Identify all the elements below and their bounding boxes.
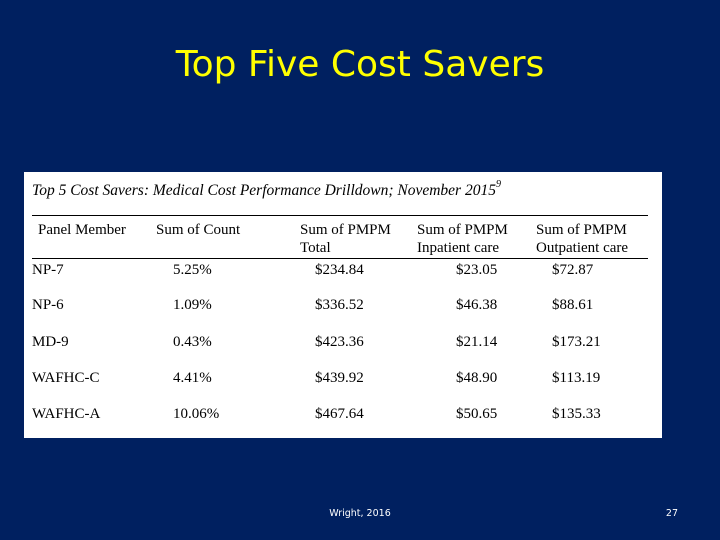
row-3-member: MD-9 xyxy=(32,334,69,350)
row-3-outpatient: $173.21 xyxy=(552,334,601,350)
row-1-outpatient: $72.87 xyxy=(552,262,594,278)
table-caption-footnote: 9 xyxy=(495,179,501,190)
row-2-inpatient: $46.38 xyxy=(456,297,498,313)
header-pmpm-outpatient-sub: Outpatient care xyxy=(536,240,629,256)
header-pmpm-outpatient: Sum of PMPM xyxy=(536,222,627,238)
row-3-count: 0.43% xyxy=(173,334,212,350)
table-header-rule xyxy=(32,258,648,259)
cost-savers-table: Top 5 Cost Savers: Medical Cost Performa… xyxy=(24,172,662,438)
row-4-member: WAFHC-C xyxy=(32,370,100,386)
header-pmpm-total-sub: Total xyxy=(300,240,331,256)
row-2-outpatient: $88.61 xyxy=(552,297,594,313)
row-5-total: $467.64 xyxy=(315,406,364,422)
row-2-count: 1.09% xyxy=(173,297,212,313)
row-4-total: $439.92 xyxy=(315,370,364,386)
footer-attribution: Wright, 2016 xyxy=(329,508,391,519)
row-4-outpatient: $113.19 xyxy=(552,370,601,386)
row-4-inpatient: $48.90 xyxy=(456,370,498,386)
row-5-outpatient: $135.33 xyxy=(552,406,601,422)
table-top-rule xyxy=(32,215,648,216)
row-4-count: 4.41% xyxy=(173,370,212,386)
row-1-inpatient: $23.05 xyxy=(456,262,498,278)
row-3-total: $423.36 xyxy=(315,334,364,350)
row-3-inpatient: $21.14 xyxy=(456,334,498,350)
row-1-total: $234.84 xyxy=(315,262,364,278)
header-panel-member: Panel Member xyxy=(38,222,126,238)
row-1-member: NP-7 xyxy=(32,262,64,278)
row-2-total: $336.52 xyxy=(315,297,364,313)
row-1-count: 5.25% xyxy=(173,262,212,278)
header-pmpm-inpatient: Sum of PMPM xyxy=(417,222,508,238)
table-caption: Top 5 Cost Savers: Medical Cost Performa… xyxy=(32,179,501,200)
header-pmpm-total: Sum of PMPM xyxy=(300,222,391,238)
row-2-member: NP-6 xyxy=(32,297,64,313)
header-sum-of-count: Sum of Count xyxy=(156,222,241,238)
slide-title: Top Five Cost Savers xyxy=(175,44,545,85)
row-5-member: WAFHC-A xyxy=(32,406,101,422)
table-caption-text: Top 5 Cost Savers: Medical Cost Performa… xyxy=(32,182,496,199)
row-5-inpatient: $50.65 xyxy=(456,406,498,422)
page-number: 27 xyxy=(665,508,678,519)
header-pmpm-inpatient-sub: Inpatient care xyxy=(417,240,500,256)
row-5-count: 10.06% xyxy=(173,406,220,422)
